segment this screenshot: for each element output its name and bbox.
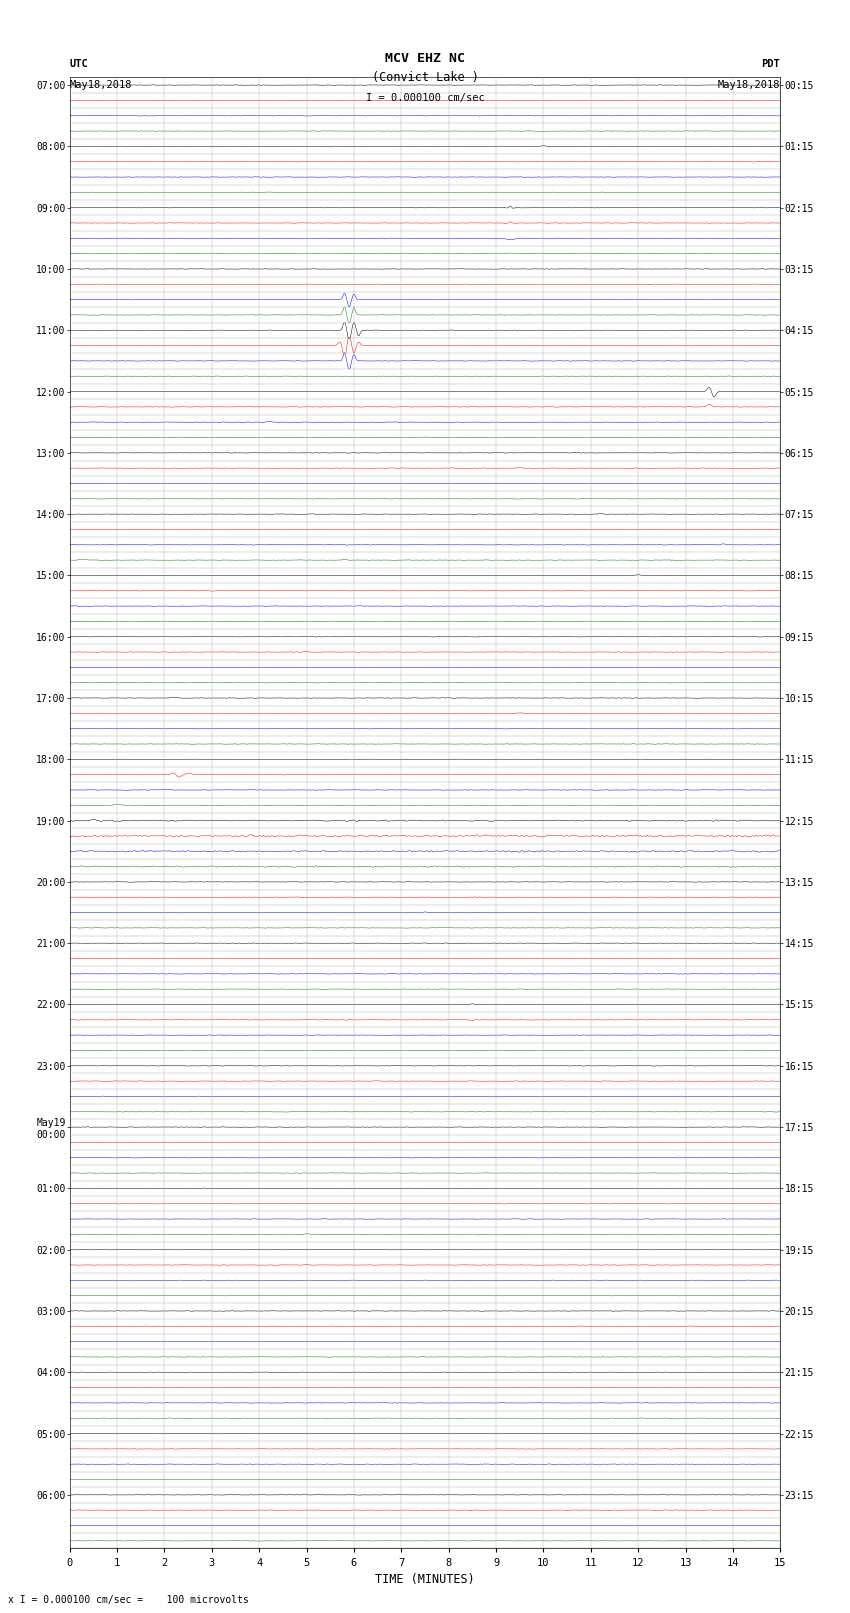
Text: (Convict Lake ): (Convict Lake ): [371, 71, 479, 84]
Text: MCV EHZ NC: MCV EHZ NC: [385, 52, 465, 65]
Text: x I = 0.000100 cm/sec =    100 microvolts: x I = 0.000100 cm/sec = 100 microvolts: [8, 1595, 249, 1605]
Text: UTC: UTC: [70, 60, 88, 69]
Text: May18,2018: May18,2018: [70, 81, 133, 90]
Text: I = 0.000100 cm/sec: I = 0.000100 cm/sec: [366, 94, 484, 103]
Text: May18,2018: May18,2018: [717, 81, 780, 90]
Text: PDT: PDT: [762, 60, 780, 69]
X-axis label: TIME (MINUTES): TIME (MINUTES): [375, 1573, 475, 1586]
